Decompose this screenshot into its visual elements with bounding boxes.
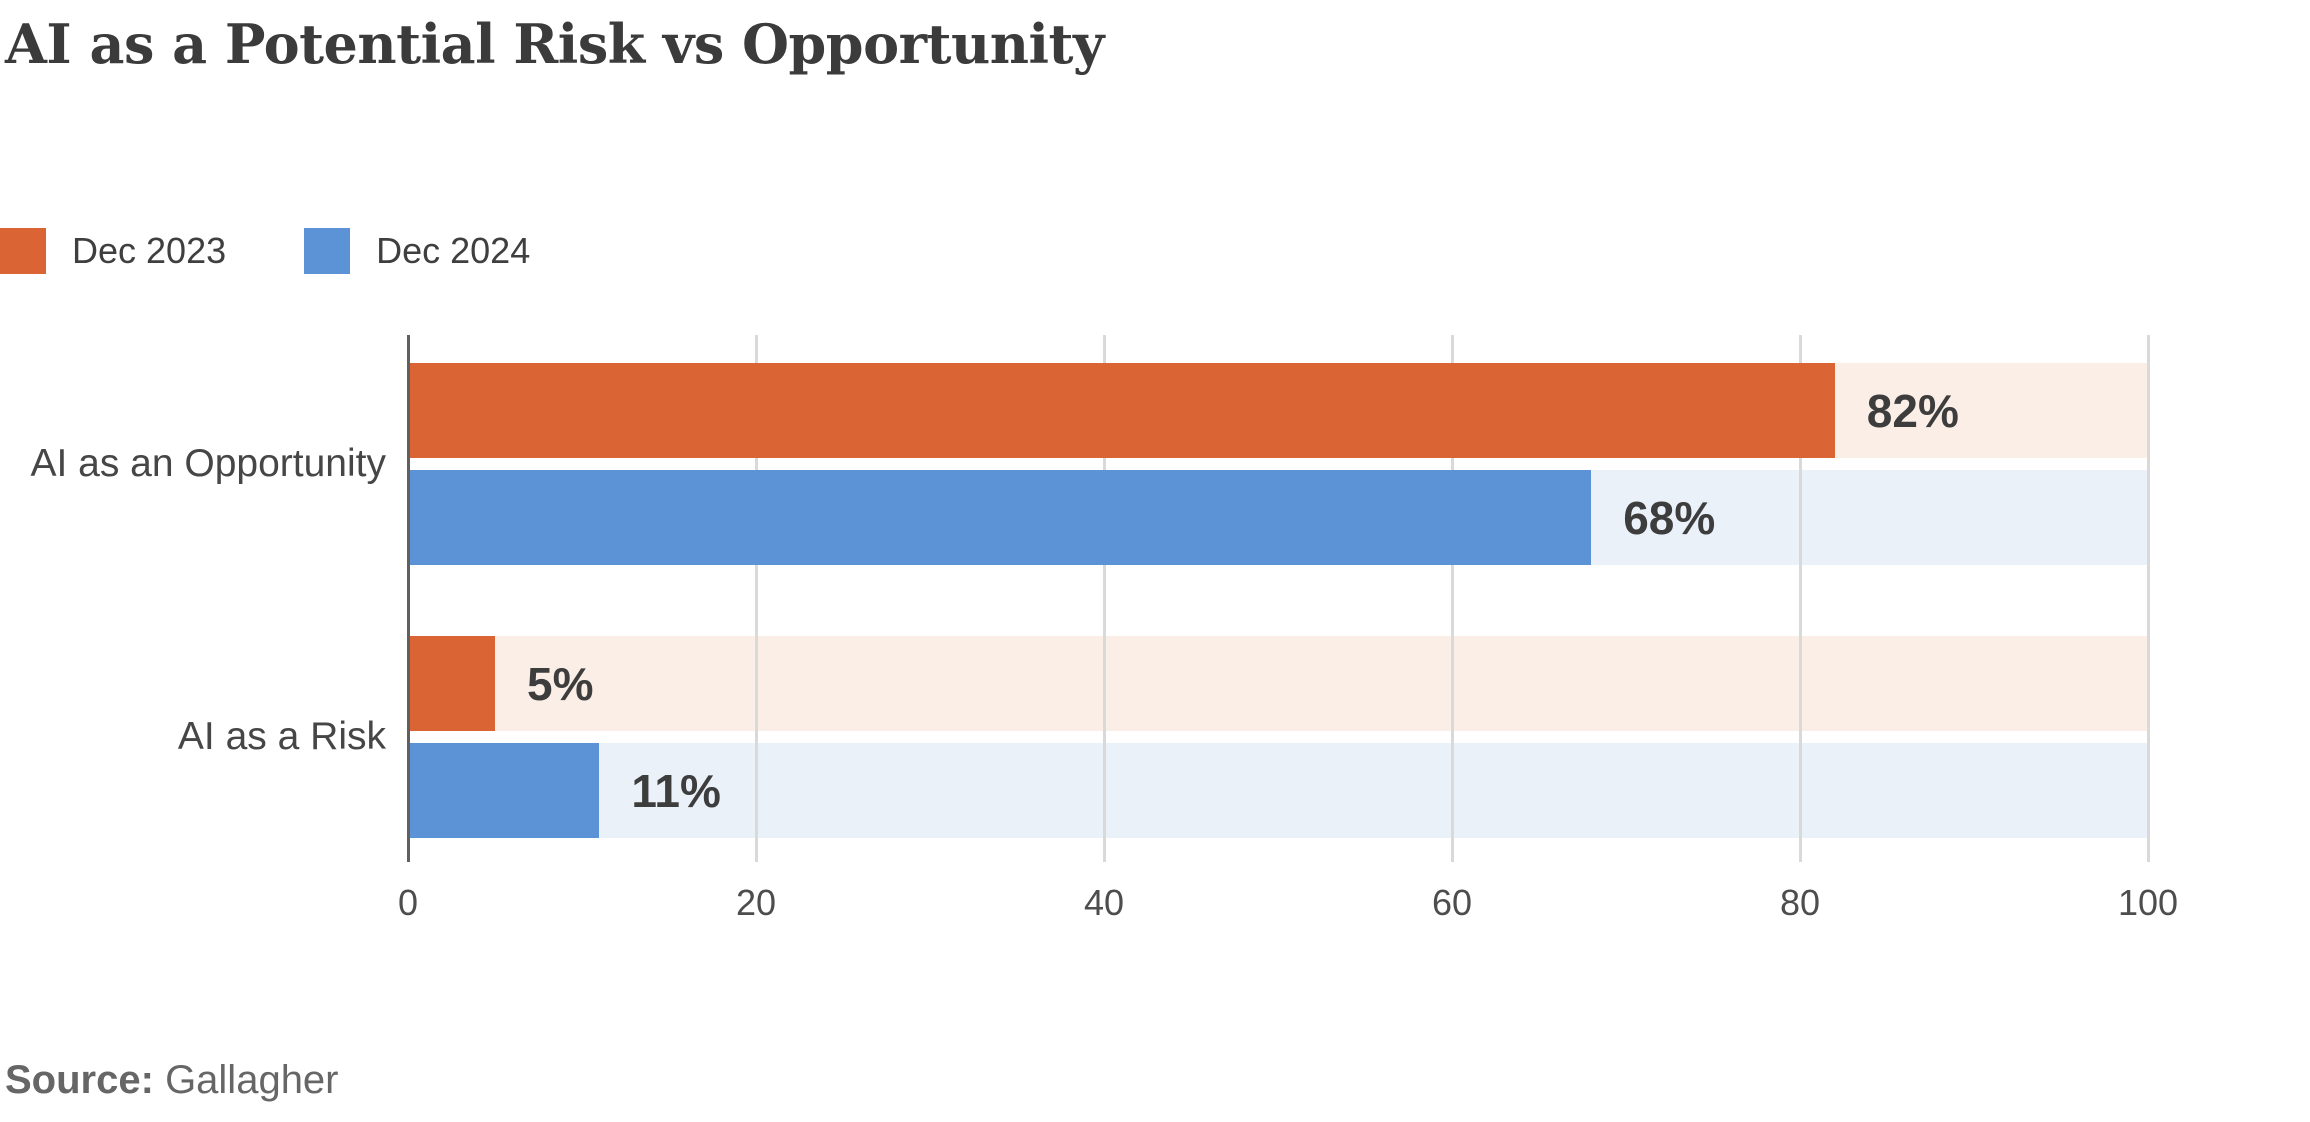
legend-swatch-icon xyxy=(0,228,46,274)
x-tick-label-100: 100 xyxy=(2117,882,2179,923)
bar-dec-2024 xyxy=(408,743,600,838)
legend-swatch-icon xyxy=(304,228,351,274)
category-label: AI as a Risk xyxy=(177,715,386,758)
value-label: 82% xyxy=(1866,384,1959,437)
legend-label: Dec 2024 xyxy=(376,230,531,271)
legend-item-1: Dec 2023 xyxy=(0,228,226,274)
value-label: 5% xyxy=(527,657,594,710)
x-tick-label-0: 0 xyxy=(397,882,419,923)
bar-dec-2024 xyxy=(408,470,1592,565)
chart-title: AI as a Potential Risk vs Opportunity xyxy=(5,12,1104,76)
source-value: Gallagher xyxy=(165,1058,339,1102)
y-axis-line xyxy=(407,335,410,862)
x-tick-label-40: 40 xyxy=(1083,882,1125,923)
legend-label: Dec 2023 xyxy=(72,230,227,271)
x-tick-label-80: 80 xyxy=(1779,882,1821,923)
bar-track xyxy=(408,743,2148,838)
source-label: Source: xyxy=(5,1058,154,1102)
plot-area: 82% 68% 5% 11% xyxy=(407,335,2150,862)
category-label: AI as an Opportunity xyxy=(30,442,386,485)
gridline-100 xyxy=(2147,335,2150,862)
bar-dec-2023 xyxy=(408,363,1835,458)
source-note: Source: Gallagher xyxy=(5,1058,339,1103)
x-tick-label-20: 20 xyxy=(735,882,777,923)
bar-dec-2023 xyxy=(408,636,495,731)
value-label: 68% xyxy=(1623,491,1716,544)
gridline-40 xyxy=(1103,335,1106,862)
gridline-60 xyxy=(1451,335,1454,862)
gridline-20 xyxy=(755,335,758,862)
gridline-80 xyxy=(1799,335,1802,862)
bar-track xyxy=(408,636,2148,731)
x-tick-label-60: 60 xyxy=(1431,882,1473,923)
value-label: 11% xyxy=(631,764,721,817)
legend: Dec 2023 Dec 2024 xyxy=(0,228,530,274)
legend-item-2: Dec 2024 xyxy=(304,228,530,274)
